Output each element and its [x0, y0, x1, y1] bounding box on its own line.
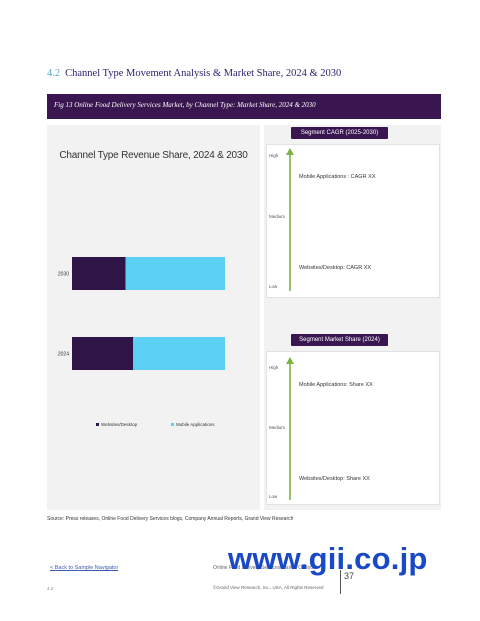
legend-swatch-mobile [171, 423, 174, 427]
footer-report-title: Online Food Delivery Services Market Out… [213, 565, 316, 571]
legend-item-mobile: Mobile Applications [171, 422, 215, 427]
watermark-logo: www.gii.co.jp [228, 541, 428, 576]
chart-panel [47, 125, 260, 510]
bar-2024-websites-desktop [72, 337, 134, 370]
bar-2024-mobile-applications [133, 337, 225, 370]
share-box [266, 351, 440, 505]
share-item-websites: Websites/Desktop: Share XX [299, 476, 370, 482]
share-axis-medium: Medium [269, 425, 286, 430]
cagr-item-mobile: Mobile Applications : CAGR XX [299, 174, 376, 180]
share-axis-low: Low [269, 494, 278, 499]
legend-item-websites: Websites/Desktop [96, 422, 137, 427]
cagr-arrow [286, 148, 294, 291]
section-title: 4.2 Channel Type Movement Analysis & Mark… [47, 68, 341, 79]
cagr-box [266, 144, 440, 298]
page-number: 37 [344, 571, 355, 581]
share-header: Segment Market Share (2024) [291, 334, 388, 346]
figure-caption-bar: Fig 13 Online Food Delivery Services Mar… [47, 94, 441, 119]
source-note: Source: Press releases, Online Food Deli… [47, 516, 294, 522]
footer-copyright: ©Grand View Research, Inc., USA, All Rig… [213, 585, 324, 590]
back-to-navigator-link[interactable]: < Back to Sample Navigator [50, 565, 119, 571]
share-axis-high: High [269, 365, 279, 370]
section-title-text: Channel Type Movement Analysis & Market … [65, 68, 342, 79]
cagr-axis-low: Low [269, 284, 278, 289]
category-label-2024: 2024 [58, 352, 69, 358]
page-divider [340, 570, 341, 594]
bar-2030-mobile-applications [125, 257, 225, 290]
bar-2030-websites-desktop [72, 257, 126, 290]
cagr-item-websites: Websites/Desktop: CAGR XX [299, 265, 372, 271]
share-arrow [286, 357, 294, 500]
category-label-2030: 2030 [58, 272, 69, 278]
cagr-axis-high: High [269, 153, 279, 158]
legend-label-mobile: Mobile Applications [176, 422, 215, 427]
legend-swatch-websites [96, 423, 99, 427]
footer-section-ref: 4.2 [47, 586, 54, 591]
stacked-bar-chart: 2030 2024 [58, 257, 225, 370]
figure-caption: Fig 13 Online Food Delivery Services Mar… [54, 101, 316, 109]
legend-label-websites: Websites/Desktop [101, 422, 138, 427]
cagr-header: Segment CAGR (2025-2030) [291, 127, 388, 139]
cagr-axis-medium: Medium [269, 214, 286, 219]
chart-title: Channel Type Revenue Share, 2024 & 2030 [59, 150, 248, 161]
share-item-mobile: Mobile Applications: Share XX [299, 382, 373, 388]
section-number: 4.2 [47, 68, 61, 79]
